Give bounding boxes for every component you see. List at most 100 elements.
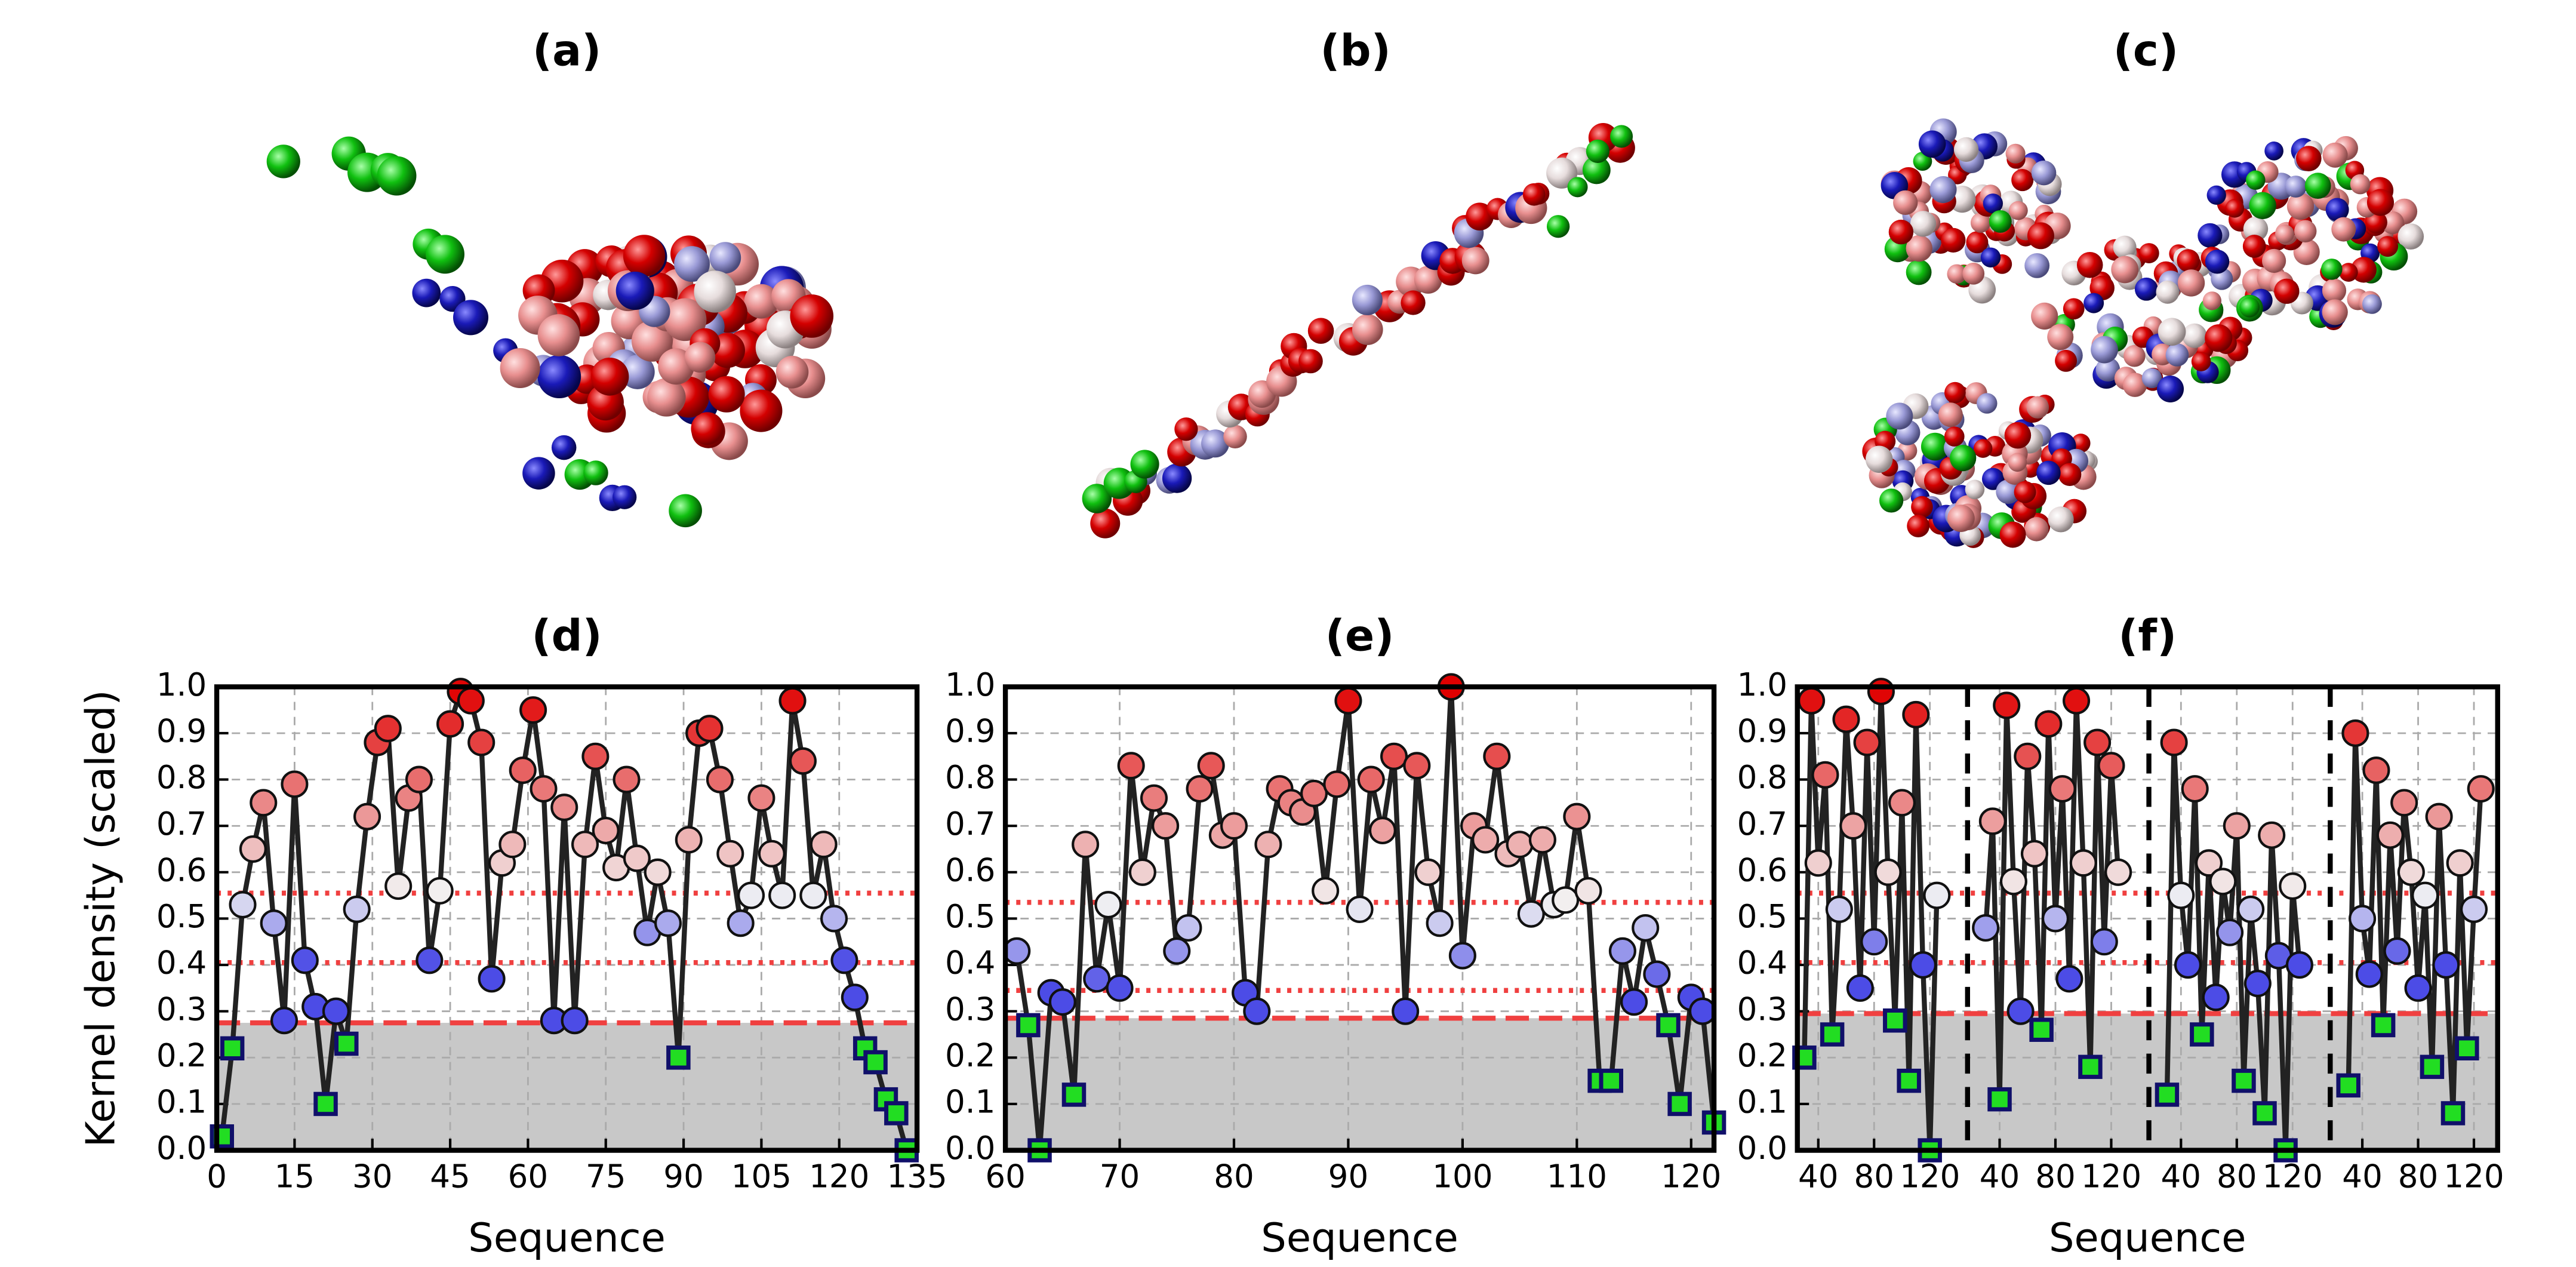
x-tick-label: 90 — [1328, 1158, 1369, 1195]
y-axis-label: Kernel density (scaled) — [78, 690, 124, 1147]
marker — [768, 881, 796, 909]
atom — [2024, 253, 2050, 278]
atom — [2198, 223, 2223, 248]
atom — [1582, 156, 1611, 184]
atom — [2350, 174, 2371, 195]
atom — [2177, 269, 2205, 297]
atom — [1962, 262, 1985, 285]
marker — [1403, 752, 1431, 780]
atom — [694, 270, 736, 313]
atom — [669, 494, 702, 528]
marker — [1839, 812, 1867, 840]
marker — [2383, 937, 2411, 965]
atom — [2036, 460, 2061, 485]
marker — [571, 831, 599, 859]
marker — [2063, 687, 2091, 715]
atom — [2083, 293, 2104, 313]
atom — [2182, 323, 2207, 348]
atom — [1953, 137, 1979, 162]
x-axis-label: Sequence — [468, 1214, 666, 1261]
marker — [1563, 802, 1591, 831]
marker — [2097, 752, 2125, 780]
atom — [2322, 142, 2348, 168]
atom — [1352, 284, 1383, 315]
marker — [1608, 937, 1636, 965]
marker — [1426, 909, 1454, 937]
y-tick-label: 0.0 — [156, 1130, 207, 1167]
atom — [684, 342, 716, 373]
marker — [2355, 960, 2383, 988]
marker — [2376, 821, 2404, 849]
marker — [343, 895, 371, 923]
atom — [1977, 393, 1998, 414]
atom — [2031, 160, 2057, 186]
marker — [2167, 881, 2195, 909]
y-tick-label: 0.6 — [156, 851, 207, 888]
marker — [2209, 868, 2237, 896]
marker — [322, 997, 350, 1025]
atom — [1223, 425, 1247, 448]
atom — [2095, 357, 2120, 382]
y-tick-label: 0.0 — [1737, 1130, 1787, 1167]
marker — [220, 1036, 245, 1061]
panel-title: (a) — [533, 26, 601, 76]
marker — [260, 909, 288, 937]
marker — [2014, 742, 2042, 770]
atom — [1879, 488, 1904, 513]
axes-frame — [1002, 684, 1717, 1153]
marker — [799, 881, 827, 909]
marker — [281, 770, 309, 798]
marker — [884, 1101, 909, 1125]
atom — [2331, 217, 2356, 242]
atom — [551, 435, 577, 460]
marker — [1083, 965, 1111, 993]
y-tick-label: 0.9 — [945, 713, 995, 750]
marker — [457, 687, 485, 715]
atom — [1944, 382, 1966, 404]
atom — [2055, 349, 2078, 372]
atom — [2047, 324, 2074, 350]
marker — [1128, 858, 1156, 886]
atom — [2076, 251, 2103, 278]
atom — [2157, 375, 2184, 403]
marker — [2160, 728, 2188, 756]
panel: (d) 0.0 0.1 0.2 0.3 0.4 0.5 0.6 0.7 0.8 0.9 1.0 0 15 3… — [78, 611, 947, 1260]
atom — [1996, 479, 2021, 505]
x-tick-label: 80 — [2398, 1158, 2439, 1195]
atom — [708, 376, 745, 413]
atom — [1130, 450, 1159, 479]
atom — [1888, 219, 1914, 245]
marker — [1888, 789, 1916, 817]
marker — [1072, 831, 1100, 859]
marker — [2195, 849, 2223, 877]
atom — [2177, 249, 2200, 272]
atom — [620, 355, 655, 389]
marker — [810, 831, 838, 859]
atom — [377, 156, 417, 196]
marker — [1599, 1068, 1624, 1093]
atom — [2249, 192, 2276, 220]
atom — [2295, 146, 2322, 171]
x-tick-label: 120 — [809, 1158, 869, 1195]
atom — [1950, 444, 1977, 472]
atom — [2243, 216, 2269, 242]
marker — [1392, 997, 1420, 1025]
marker — [1874, 858, 1902, 886]
marker — [313, 1091, 338, 1117]
atom — [740, 389, 783, 432]
marker — [2341, 719, 2369, 748]
x-tick-label: 120 — [1900, 1158, 1960, 1195]
marker — [623, 844, 651, 872]
atom — [537, 355, 581, 399]
marker — [1368, 816, 1396, 845]
marker — [2216, 918, 2244, 946]
panel: (e) 0.0 0.1 0.2 0.3 0.4 0.5 0.6 0.7 0.8 0.9 1.0 60 70… — [945, 611, 1726, 1261]
marker — [706, 765, 734, 794]
x-tick-label: 135 — [887, 1158, 947, 1195]
atom — [2058, 463, 2082, 486]
marker — [416, 946, 444, 974]
atom — [2063, 298, 2085, 320]
y-tick-label: 0.5 — [156, 898, 207, 935]
atom — [2008, 453, 2027, 472]
x-tick-label: 40 — [1798, 1158, 1839, 1195]
